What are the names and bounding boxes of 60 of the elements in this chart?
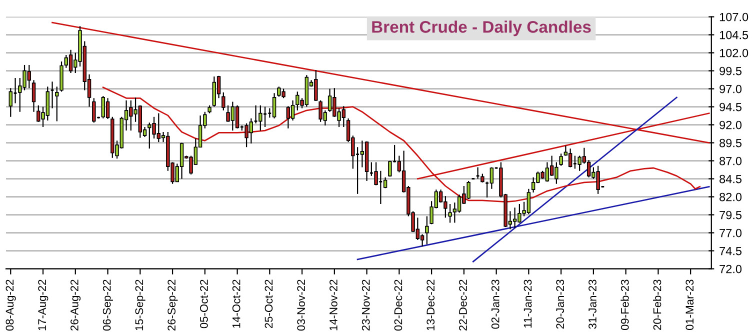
candlestick [8,88,12,118]
chart-title: Brent Crude - Daily Candles [372,20,591,36]
x-tick-label: 14-Oct-22 [232,280,240,328]
x-tick-label: 09-Feb-23 [620,280,629,330]
x-tick-label: 03-Nov-22 [297,280,306,331]
y-tick-label: 94.5 [720,102,742,112]
y-tick-label: 99.5 [720,66,742,76]
y-tick-label: 77.0 [720,228,742,238]
candlestick [290,100,295,122]
candlestick [106,98,110,120]
y-tick-label: 102.0 [720,48,748,58]
candlestick [235,104,240,129]
candlestick [55,86,59,122]
x-tick-label: 22-Dec-22 [459,280,467,331]
candlestick [286,106,290,129]
candlestick [258,104,262,132]
x-tick-label: 02-Jan-23 [491,280,500,329]
candlestick [13,77,18,104]
y-tick-label: 74.5 [720,246,742,256]
candlestick [490,166,494,190]
candlestick [374,162,378,186]
candlestick [68,49,73,74]
x-tick-label: 11-Jan-23 [524,280,532,328]
y-tick-label: 79.5 [720,210,742,220]
x-tick-label: 26-Aug-22 [70,280,81,331]
candlestick [212,76,216,108]
x-tick-label: 17-Aug-22 [38,280,48,330]
candlestick [568,148,572,168]
x-tick-label: 13-Dec-22 [426,280,435,330]
x-tick-label: 23-Nov-22 [362,280,370,331]
y-tick-label: 97.0 [720,84,742,94]
y-tick-label: 82.0 [720,192,742,202]
x-tick-label: 26-Sep-22 [168,280,178,331]
y-tick-label: 84.5 [720,174,742,184]
x-tick-label: 20-Jan-23 [556,280,564,329]
candlestick [92,98,96,124]
candlestick [222,92,226,111]
x-tick-label: 15-Sep-22 [135,280,146,330]
candlestick [50,81,54,109]
y-tick-label: 87.0 [720,156,742,166]
x-tick-label: 25-Oct-22 [264,280,273,328]
x-tick-label: 05-Oct-22 [200,280,208,328]
candlestick [101,95,106,119]
candlestick [32,80,36,112]
candlestick [425,216,429,245]
y-tick-label: 107.0 [720,12,748,22]
x-tick-label: 20-Feb-23 [653,280,662,330]
x-tick-label: 08-Aug-22 [6,280,16,331]
y-tick-label: 104.5 [720,30,748,40]
candlestick [360,140,364,168]
candlestick [272,92,276,119]
y-tick-label: 89.5 [720,138,742,148]
candlestick [559,153,563,166]
x-tick-label: 31-Jan-23 [588,280,596,329]
x-tick-label: 02-Dec-22 [394,280,402,331]
y-tick-label: 92.0 [720,120,742,130]
x-tick-label: 06-Sep-22 [102,280,113,331]
x-tick-label: 01-Mar-23 [686,280,694,330]
y-tick-label: 72.0 [720,264,742,274]
x-tick-label: 14-Nov-22 [330,280,338,330]
